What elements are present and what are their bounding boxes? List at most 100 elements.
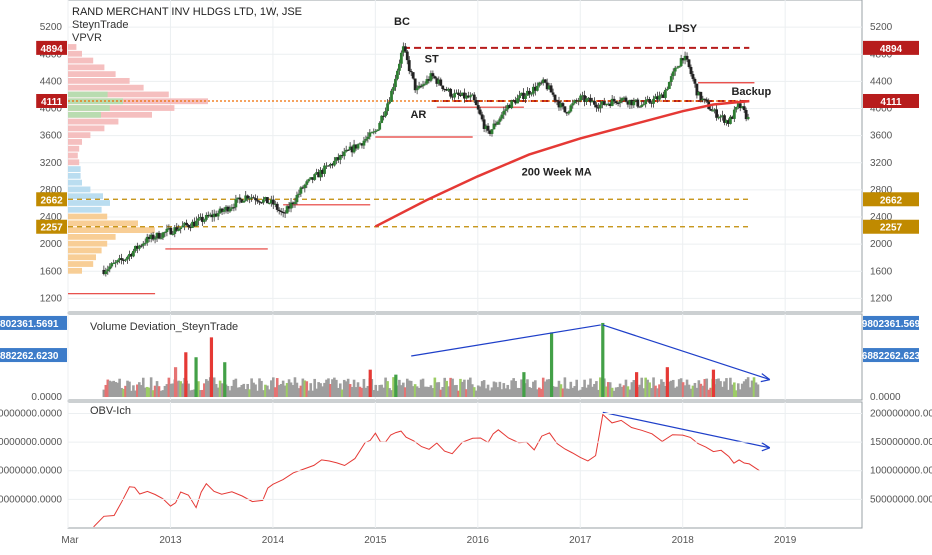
candle-body: [307, 179, 311, 182]
candle-body: [325, 165, 328, 167]
volume-bar: [244, 389, 248, 397]
candle-body: [577, 100, 581, 102]
volume-bar: [177, 380, 181, 397]
volume-bar: [750, 380, 754, 397]
candle-body: [490, 129, 494, 134]
volume-bar: [431, 388, 435, 397]
x-axis-tick-label: 2018: [672, 535, 695, 546]
volume-bar: [163, 385, 167, 397]
candle-body: [291, 202, 295, 205]
volume-bar: [134, 390, 137, 397]
volume-bar: [281, 380, 285, 397]
candle-body: [711, 110, 715, 112]
candle-body: [130, 254, 133, 257]
volume-bar: [565, 388, 569, 397]
candle-body: [687, 59, 691, 67]
candle-body: [671, 71, 675, 77]
volume-bar: [662, 381, 665, 397]
candle-body: [602, 101, 606, 106]
volume-bar: [350, 386, 354, 397]
candle-body: [319, 169, 322, 178]
candle-body: [455, 92, 458, 94]
candle-body: [492, 123, 496, 130]
candle-body: [118, 258, 122, 261]
candle-body: [149, 234, 153, 239]
volume-bar: [681, 382, 685, 397]
candle-body: [441, 85, 445, 90]
volume-bar: [384, 377, 387, 397]
volume-bar: [648, 382, 651, 397]
volume-profile-bar: [68, 50, 82, 57]
candle-body: [256, 200, 259, 202]
candle-body: [539, 82, 543, 84]
candle-body: [531, 86, 535, 94]
candle-body: [587, 97, 590, 99]
candle-body: [457, 92, 460, 95]
volume-label-left-bg: [0, 348, 67, 363]
candle-body: [553, 94, 557, 101]
volume-panel-title: Volume Deviation_SteynTrade: [90, 321, 239, 333]
volume-bar: [593, 383, 596, 397]
obv-axis-tick-left: 200000000.0000: [0, 408, 62, 419]
price-label-left: 2257: [40, 223, 63, 234]
volume-bar: [620, 386, 624, 397]
candle-body: [526, 90, 529, 96]
candle-body: [468, 95, 472, 98]
candle-body: [169, 227, 173, 235]
candle-body: [195, 220, 198, 227]
candle-body: [658, 95, 661, 100]
candle-body: [336, 157, 340, 160]
candle-body: [589, 97, 592, 103]
candle-body: [258, 201, 261, 203]
volume-bar: [435, 382, 439, 397]
price-label-right: 2662: [880, 195, 903, 206]
candle-body: [498, 118, 502, 122]
candle-body: [616, 103, 620, 105]
volume-bar: [218, 380, 222, 397]
volume-bar: [206, 380, 210, 397]
candle-body: [697, 91, 701, 96]
candle-body: [338, 155, 342, 160]
volume-bar: [729, 377, 732, 397]
volume-profile-bar: [68, 240, 108, 247]
candle-body: [114, 262, 118, 264]
candle-body: [390, 90, 393, 102]
volume-bar: [130, 390, 133, 397]
volume-bar: [153, 385, 157, 397]
volume-bar: [467, 379, 470, 397]
candle-body: [449, 88, 453, 97]
volume-bar: [496, 387, 500, 397]
candle-body: [173, 227, 177, 234]
volume-bar: [656, 388, 659, 397]
volume-bar: [189, 390, 192, 397]
volume-bar: [478, 386, 482, 397]
volume-bar: [707, 389, 711, 397]
candle-body: [321, 169, 324, 174]
candle-body: [283, 212, 287, 214]
volume-bar: [338, 383, 342, 397]
volume-bar: [380, 384, 383, 397]
volume-bar: [289, 382, 293, 397]
volume-bar: [746, 377, 750, 397]
volume-bar: [386, 381, 389, 397]
volume-bar: [528, 387, 531, 397]
volume-bar: [335, 379, 338, 397]
volume-profile-bar: [68, 267, 82, 274]
candle-body: [705, 99, 709, 102]
volume-bar: [581, 386, 584, 397]
candle-body: [151, 234, 155, 240]
candle-body: [202, 219, 206, 222]
candle-body: [628, 99, 632, 105]
volume-bar: [465, 389, 468, 397]
candle-body: [510, 100, 514, 108]
volume-bar: [685, 379, 689, 397]
price-axis-tick-right: 5200: [870, 22, 893, 33]
candle-body: [293, 202, 297, 205]
price-axis-tick-right: 2400: [870, 212, 893, 223]
candle-body: [514, 100, 518, 104]
volume-bar: [429, 385, 433, 397]
volume-bar: [114, 382, 117, 397]
volume-bar: [327, 378, 330, 397]
volume-bar: [508, 389, 512, 397]
candle-body: [378, 122, 382, 130]
